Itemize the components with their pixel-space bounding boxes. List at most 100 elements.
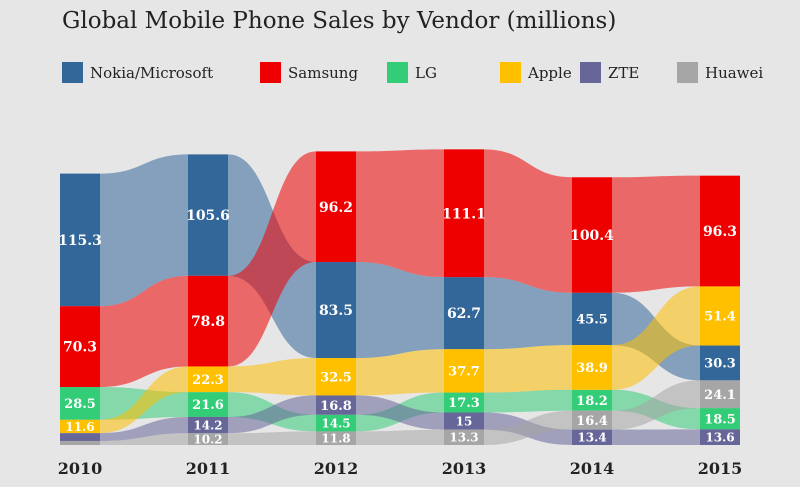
value-label-huawei-2014: 16.4 [576, 414, 608, 429]
value-label-samsung-2011: 78.8 [191, 314, 225, 330]
bar-nokia-microsoft-2010 [60, 173, 100, 307]
value-label-nokia-microsoft-2011: 105.6 [186, 208, 230, 224]
legend-swatch-huawei [677, 62, 698, 83]
bar-lg-2011 [188, 392, 228, 417]
value-label-zte-2012: 16.8 [320, 399, 352, 414]
bar-apple-2010 [60, 419, 100, 434]
value-labels: 115.370.328.511.6105.678.821.622.314.210… [58, 200, 737, 447]
value-label-samsung-2014: 100.4 [570, 228, 614, 244]
flow-zte-2014-2015 [612, 429, 700, 445]
legend-item-zte: ZTE [580, 62, 639, 83]
value-label-huawei-2011: 10.2 [193, 432, 222, 446]
legend-item-huawei: Huawei [677, 62, 763, 83]
bar-apple-2013 [444, 349, 484, 393]
bar-nokia-microsoft-2014 [572, 292, 612, 346]
bar-lg-2014 [572, 389, 612, 411]
value-label-samsung-2013: 111.1 [442, 206, 486, 222]
bar-apple-2014 [572, 345, 612, 390]
value-label-apple-2015: 51.4 [704, 310, 736, 325]
value-label-zte-2011: 14.2 [193, 418, 222, 432]
flow-samsung-2014-2015 [612, 175, 700, 293]
legend-swatch-apple [500, 62, 521, 83]
legend-swatch-lg [387, 62, 408, 83]
x-tick-2015: 2015 [698, 459, 743, 478]
value-label-samsung-2012: 96.2 [319, 200, 353, 216]
value-label-lg-2014: 18.2 [576, 394, 608, 409]
bar-nokia-microsoft-2011 [188, 154, 228, 276]
bar-samsung-2015 [700, 175, 740, 287]
value-label-zte-2013: 15 [456, 414, 473, 428]
bar-samsung-2012 [316, 151, 356, 263]
value-label-nokia-microsoft-2010: 115.3 [58, 233, 102, 249]
bar-samsung-2011 [188, 275, 228, 367]
legend-label-huawei: Huawei [705, 63, 764, 82]
flow-huawei-2011-2012 [228, 431, 316, 445]
legend-item-samsung: Samsung [260, 62, 358, 83]
value-label-lg-2015: 18.5 [704, 412, 736, 427]
value-label-nokia-microsoft-2014: 45.5 [576, 313, 608, 328]
flow-apple-2012-2013 [356, 349, 444, 396]
legend-swatch-nokia-microsoft [62, 62, 83, 83]
flow-apple-2014-2015 [612, 286, 700, 390]
value-label-zte-2014: 13.4 [577, 431, 606, 445]
bar-zte-2011 [188, 416, 228, 434]
x-tick-2010: 2010 [58, 459, 103, 478]
flow-apple-2013-2014 [484, 345, 572, 393]
value-label-lg-2011: 21.6 [192, 398, 224, 413]
value-label-lg-2010: 28.5 [64, 397, 96, 412]
value-label-apple-2014: 38.9 [576, 361, 608, 376]
flow-nokia-microsoft-2012-2013 [356, 262, 444, 359]
flow-samsung-2012-2013 [356, 149, 444, 278]
bar-samsung-2014 [572, 177, 612, 293]
bar-nokia-microsoft-2013 [444, 277, 484, 350]
flow-zte-2011-2012 [228, 395, 316, 434]
value-label-nokia-microsoft-2013: 62.7 [447, 306, 481, 322]
flow-samsung-2013-2014 [484, 149, 572, 293]
bar-lg-2010 [60, 387, 100, 420]
x-tick-2013: 2013 [442, 459, 487, 478]
chart-title: Global Mobile Phone Sales by Vendor (mil… [62, 8, 617, 34]
bar-zte-2010 [60, 433, 100, 441]
flow-apple-2010-2011 [100, 366, 188, 434]
x-axis-labels: 2010 2011 2012 2013 2014 2015 [58, 459, 743, 478]
value-label-samsung-2015: 96.3 [703, 224, 737, 240]
flow-apple-2011-2012 [228, 358, 316, 396]
legend-label-nokia-microsoft: Nokia/Microsoft [90, 63, 214, 82]
bar-zte-2015 [700, 429, 740, 445]
bar-zte-2012 [316, 395, 356, 415]
value-label-huawei-2013: 13.3 [449, 431, 478, 445]
bar-lg-2012 [316, 414, 356, 432]
year-bars [60, 149, 740, 445]
x-tick-2011: 2011 [186, 459, 231, 478]
legend-label-zte: ZTE [608, 63, 640, 82]
value-label-huawei-2012: 11.8 [321, 432, 350, 446]
flow-samsung-2011-2012 [228, 151, 316, 367]
legend-item-lg: LG [387, 62, 437, 83]
value-label-lg-2013: 17.3 [448, 396, 480, 411]
bar-lg-2015 [700, 408, 740, 430]
flow-huawei-2012-2013 [356, 429, 444, 445]
legend-item-nokia-microsoft: Nokia/Microsoft [62, 62, 213, 83]
bar-samsung-2013 [444, 149, 484, 278]
flow-huawei-2013-2014 [484, 410, 572, 445]
bar-apple-2015 [700, 286, 740, 346]
flow-huawei-2010-2011 [100, 433, 188, 445]
x-tick-2012: 2012 [314, 459, 359, 478]
bar-huawei-2015 [700, 380, 740, 409]
bar-lg-2013 [444, 392, 484, 413]
legend-swatch-samsung [260, 62, 281, 83]
flow-zte-2010-2011 [100, 416, 188, 441]
bar-huawei-2010 [60, 440, 100, 445]
bar-nokia-microsoft-2012 [316, 262, 356, 359]
value-label-zte-2015: 13.6 [705, 431, 734, 445]
value-label-apple-2013: 37.7 [448, 365, 480, 380]
value-label-apple-2011: 22.3 [192, 373, 224, 388]
flow-lg-2013-2014 [484, 389, 572, 413]
legend-label-samsung: Samsung [288, 63, 359, 82]
legend-label-apple: Apple [528, 63, 572, 82]
x-tick-2014: 2014 [570, 459, 615, 478]
legend-item-apple: Apple [500, 62, 572, 83]
value-label-nokia-microsoft-2015: 30.3 [704, 357, 736, 372]
value-label-nokia-microsoft-2012: 83.5 [319, 303, 353, 319]
